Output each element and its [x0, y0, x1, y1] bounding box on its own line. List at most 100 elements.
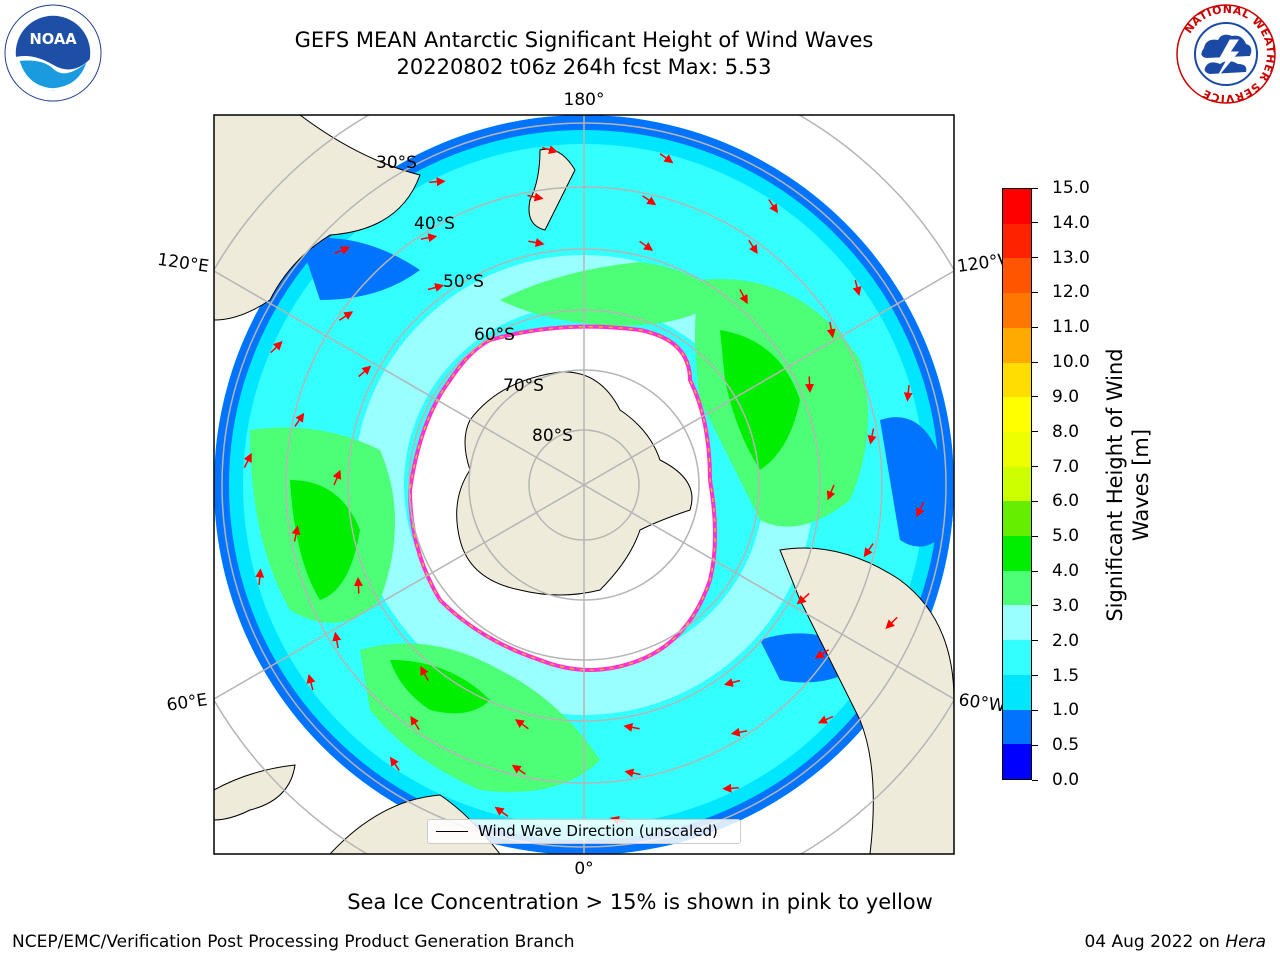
wave-direction-arrow	[528, 238, 545, 248]
colorbar-segment	[1003, 640, 1031, 675]
lat-label-30s: 30°S	[376, 153, 417, 173]
lon-label-0: 0°	[574, 859, 593, 879]
wave-patch	[290, 480, 360, 600]
africa-land	[214, 764, 296, 821]
wave-direction-arrow	[514, 719, 529, 730]
lon-label-120e: 120°E	[156, 250, 210, 277]
colorbar-segment	[1003, 709, 1031, 745]
wave-direction-arrow	[429, 177, 446, 187]
colorbar-title: Significant Height of Wind Waves [m]	[1103, 348, 1153, 622]
wave-direction-arrow	[623, 722, 640, 732]
wave-direction-arrow	[541, 145, 558, 154]
colorbar-tick-label: 9.0	[1052, 386, 1080, 407]
colorbar-tick-mark	[1032, 535, 1038, 537]
colorbar-tick-label: 11.0	[1052, 317, 1090, 338]
map-subtitle: 20220802 t06z 264h fcst Max: 5.53	[396, 55, 772, 79]
colorbar-tick-mark	[1032, 500, 1038, 502]
colorbar-segment	[1003, 605, 1031, 641]
colorbar-segment	[1003, 327, 1031, 363]
colorbar-tick-mark	[1032, 744, 1038, 746]
nws-logo: NATIONAL WEATHER SERVICE	[1176, 4, 1276, 104]
colorbar-segment	[1003, 258, 1031, 294]
colorbar-tick-mark	[1032, 570, 1038, 572]
colorbar	[1002, 188, 1032, 780]
wave-direction-arrow	[270, 341, 283, 354]
map-title: GEFS MEAN Antarctic Significant Height o…	[294, 28, 874, 52]
wave-direction-arrow	[291, 525, 301, 542]
lon-label-180: 180°	[564, 90, 605, 110]
wave-direction-arrow	[768, 199, 779, 214]
colorbar-tick-mark	[1032, 431, 1038, 433]
colorbar-tick-mark	[1032, 291, 1038, 293]
colorbar-tick-mark	[1032, 709, 1038, 711]
colorbar-tick-mark	[1032, 396, 1038, 398]
colorbar-tick-label: 8.0	[1052, 421, 1080, 442]
australia-land	[214, 115, 421, 321]
colorbar-segment	[1003, 536, 1031, 571]
wave-direction-arrow	[410, 715, 420, 731]
colorbar-segment	[1003, 293, 1031, 328]
colorbar-tick-label: 7.0	[1052, 456, 1080, 477]
south-america-land	[779, 547, 954, 854]
wave-direction-arrow	[852, 279, 862, 296]
wave-direction-arrow	[338, 311, 354, 321]
wave-direction-arrow	[624, 768, 641, 778]
colorbar-segment	[1003, 466, 1031, 502]
wave-direction-arrow	[389, 756, 400, 771]
wave-direction-arrow	[420, 233, 438, 243]
colorbar-tick-mark	[1032, 187, 1038, 189]
wave-direction-arrow	[494, 806, 509, 818]
wave-direction-arrow	[796, 592, 810, 605]
colorbar-tick-mark	[1032, 779, 1038, 781]
colorbar-tick-label: 14.0	[1052, 212, 1090, 233]
colorbar-tick-mark	[1032, 326, 1038, 328]
legend-label: Wind Wave Direction (unscaled)	[478, 822, 718, 840]
sea-ice-edge	[409, 325, 716, 671]
wave-direction-arrow	[903, 385, 913, 402]
colorbar-tick-label: 1.5	[1052, 665, 1080, 686]
colorbar-segment	[1003, 189, 1031, 224]
colorbar-tick-mark	[1032, 466, 1038, 468]
wave-direction-arrow	[916, 501, 925, 518]
wave-direction-arrow	[867, 428, 877, 445]
wave-direction-arrow	[332, 469, 342, 486]
wave-direction-arrow	[642, 195, 657, 206]
wave-direction-arrow	[723, 678, 741, 687]
legend-line-sample	[436, 831, 468, 832]
wave-direction-arrow	[739, 289, 748, 305]
colorbar-tick-mark	[1032, 361, 1038, 363]
wave-direction-arrow	[332, 631, 342, 649]
colorbar-tick-label: 15.0	[1052, 178, 1090, 198]
colorbar-tick-label: 13.0	[1052, 247, 1090, 268]
colorbar-tick-label: 3.0	[1052, 595, 1080, 616]
colorbar-tick-mark	[1032, 257, 1038, 259]
colorbar-tick-label: 0.0	[1052, 770, 1080, 790]
wave-direction-arrow	[334, 246, 351, 255]
map-legend: Wind Wave Direction (unscaled)	[427, 819, 741, 844]
antarctica-land	[456, 371, 693, 596]
lon-label-60w: 60°W	[957, 690, 1006, 716]
wave-direction-arrow	[420, 665, 429, 681]
date-text: 04 Aug 2022 on Hera	[1084, 932, 1266, 952]
colorbar-tick-label: 1.0	[1052, 700, 1080, 721]
colorbar-tick-label: 6.0	[1052, 491, 1080, 512]
lat-label-60s: 60°S	[474, 325, 515, 345]
wave-patch	[390, 660, 490, 714]
colorbar-segment	[1003, 501, 1031, 537]
colorbar-tick-label: 5.0	[1052, 526, 1080, 547]
wave-patch	[720, 330, 800, 470]
wave-direction-arrow	[306, 674, 316, 691]
wave-patch	[880, 417, 954, 547]
wave-direction-arrow	[659, 152, 674, 164]
wave-direction-arrow	[730, 727, 748, 737]
wave-direction-arrow	[805, 376, 815, 393]
new-zealand-land	[528, 148, 576, 231]
wave-patch	[300, 238, 420, 300]
wave-direction-arrow	[243, 452, 252, 469]
wave-direction-arrow	[511, 764, 526, 775]
colorbar-tick-label: 0.5	[1052, 735, 1080, 756]
colorbar-tick-mark	[1032, 605, 1038, 607]
wave-direction-arrow	[358, 365, 372, 378]
colorbar-tick-label: 2.0	[1052, 630, 1080, 651]
credit-text: NCEP/EMC/Verification Post Processing Pr…	[12, 932, 575, 952]
